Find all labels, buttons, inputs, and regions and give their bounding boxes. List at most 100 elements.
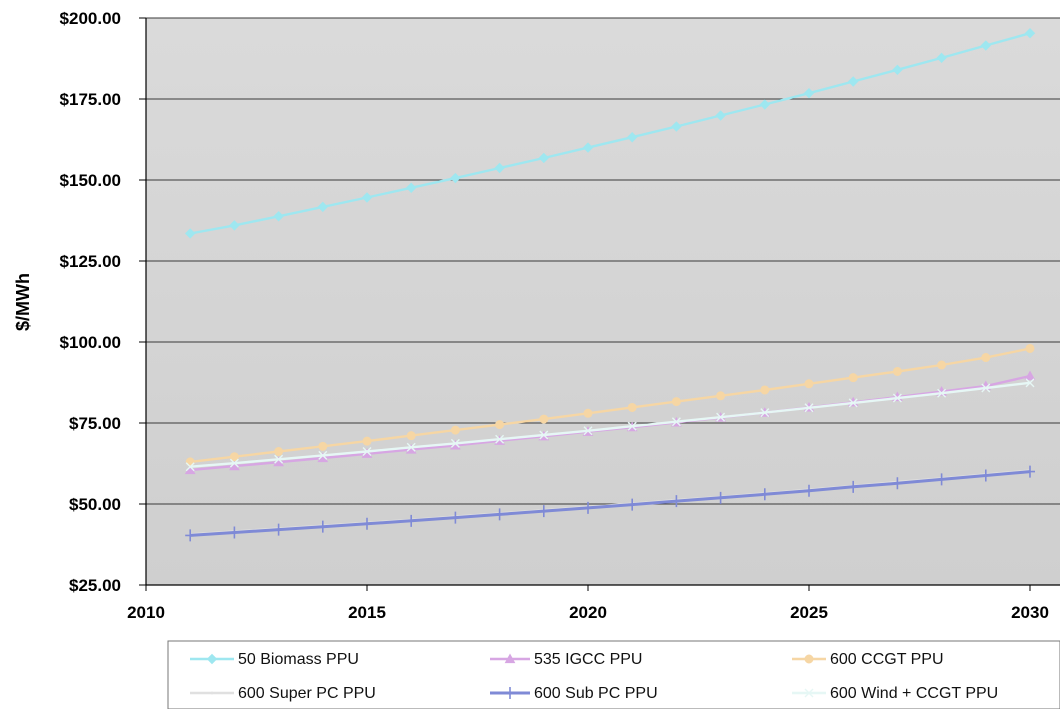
legend-marker xyxy=(504,653,516,664)
data-point xyxy=(936,473,947,486)
x-tick-label: 2030 xyxy=(1011,603,1049,622)
data-point xyxy=(450,172,461,184)
x-tick-label: 2025 xyxy=(790,603,828,622)
legend-label: 600 CCGT PPU xyxy=(830,651,944,668)
series-0 xyxy=(184,28,1036,239)
data-point xyxy=(759,488,770,501)
data-point xyxy=(803,87,815,99)
series-4 xyxy=(185,465,1035,542)
legend-label: 535 IGCC PPU xyxy=(534,651,642,668)
data-point xyxy=(847,76,859,87)
data-point xyxy=(936,52,947,64)
data-point xyxy=(406,431,416,441)
data-point xyxy=(318,450,328,460)
data-point xyxy=(274,454,284,464)
data-point xyxy=(716,412,726,422)
data-point xyxy=(362,447,372,457)
data-point xyxy=(937,360,947,370)
legend-item: 535 IGCC PPU xyxy=(490,651,642,668)
legend-marker xyxy=(210,691,214,695)
data-point xyxy=(848,373,858,383)
y-tick-label: $75.00 xyxy=(69,414,121,433)
legend-label: 50 Biomass PPU xyxy=(238,651,359,668)
series-line xyxy=(190,347,1031,464)
data-point xyxy=(538,505,549,518)
y-tick-label: $125.00 xyxy=(60,252,121,271)
data-point xyxy=(229,526,240,539)
data-point xyxy=(1025,378,1035,388)
data-point xyxy=(450,425,460,435)
data-point xyxy=(184,228,196,239)
data-point xyxy=(494,162,505,174)
data-point xyxy=(229,458,239,468)
x-tick-label: 2015 xyxy=(348,603,386,622)
data-point xyxy=(804,484,814,497)
data-point xyxy=(671,495,682,508)
data-point xyxy=(892,393,902,403)
data-point xyxy=(716,391,726,401)
series-group xyxy=(184,28,1036,542)
data-point xyxy=(1025,343,1035,353)
y-tick-label: $150.00 xyxy=(60,171,121,190)
data-point xyxy=(671,121,682,132)
data-point xyxy=(450,438,460,448)
legend-marker xyxy=(206,653,218,665)
data-point xyxy=(539,414,549,424)
y-tick-label: $175.00 xyxy=(60,90,121,109)
legend-label: 600 Super PC PPU xyxy=(238,685,376,702)
data-point xyxy=(892,64,903,76)
data-point xyxy=(362,436,372,446)
data-point xyxy=(848,480,859,493)
x-tick-label: 2020 xyxy=(569,603,607,622)
data-point xyxy=(892,477,903,490)
data-point xyxy=(185,529,196,542)
data-point xyxy=(229,452,239,462)
data-point xyxy=(362,517,372,530)
series-line xyxy=(190,470,1031,537)
data-point xyxy=(715,110,726,121)
data-point xyxy=(937,388,947,398)
data-point xyxy=(671,417,681,427)
data-point xyxy=(627,421,637,431)
data-point xyxy=(1024,28,1036,39)
data-point xyxy=(760,385,770,395)
gridlines xyxy=(146,17,1060,505)
data-point xyxy=(229,220,240,231)
legend-item: 600 Wind + CCGT PPU xyxy=(792,685,998,702)
data-point xyxy=(318,441,328,451)
legend-item: 600 Super PC PPU xyxy=(190,685,376,702)
series-line xyxy=(189,32,1031,235)
legend-item: 600 Sub PC PPU xyxy=(490,685,658,702)
data-point xyxy=(892,366,902,376)
legend-box xyxy=(167,640,1060,710)
legend-marker xyxy=(505,687,515,699)
data-point xyxy=(1024,370,1036,381)
data-point xyxy=(627,498,638,511)
y-tick-label: $50.00 xyxy=(69,495,121,514)
data-point xyxy=(494,508,505,521)
data-point xyxy=(539,430,549,440)
series-5 xyxy=(185,378,1035,472)
y-tick-label: $200.00 xyxy=(60,9,121,28)
data-point xyxy=(759,99,771,110)
plot-area xyxy=(146,18,1060,585)
data-point xyxy=(317,201,329,213)
data-point xyxy=(980,40,992,51)
data-point xyxy=(405,182,417,193)
data-point xyxy=(671,397,681,407)
data-point xyxy=(583,408,593,418)
data-point xyxy=(450,511,461,524)
tick-labels: $25.00 $50.00 $75.00 $100.00 $125.00 $150.00 $… xyxy=(60,9,1049,622)
legend-marker xyxy=(804,654,814,664)
y-axis-title: $/MWh xyxy=(13,273,33,331)
data-point xyxy=(848,398,858,408)
data-point xyxy=(495,434,505,444)
data-point xyxy=(760,408,770,418)
data-point xyxy=(583,501,593,514)
legend-item: 50 Biomass PPU xyxy=(190,651,359,668)
data-point xyxy=(981,383,991,393)
legend-marker xyxy=(804,688,814,698)
data-point xyxy=(626,132,638,143)
